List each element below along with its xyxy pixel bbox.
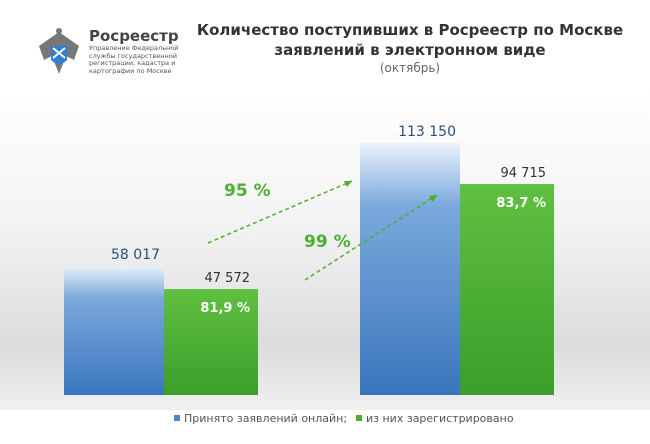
value-label: 113 150 — [398, 124, 456, 140]
legend-item-registered: из них зарегистрировано — [356, 412, 514, 425]
brand-name: Росреестр — [89, 27, 179, 45]
percent-label: 83,7 % — [496, 196, 546, 211]
percent-label: 81,9 % — [200, 301, 250, 316]
chart-title: Количество поступивших в Росреестр по Мо… — [196, 21, 624, 59]
bar-registered-1 — [460, 184, 554, 395]
value-label: 58 017 — [111, 247, 160, 263]
legend-swatch-blue — [174, 415, 180, 421]
growth-label-2: 99 % — [304, 232, 351, 252]
growth-arrow-2 — [304, 194, 438, 281]
legend-item-online: Принято заявлений онлайн; — [174, 412, 347, 425]
brand-subtitle: Управление Федеральной службы государств… — [89, 44, 179, 75]
growth-arrow-1 — [207, 180, 353, 244]
value-label: 94 715 — [501, 166, 547, 181]
legend-label: из них зарегистрировано — [366, 412, 514, 425]
bar-registered-0 — [164, 289, 258, 395]
value-label: 47 572 — [205, 271, 251, 286]
legend-swatch-green — [356, 415, 362, 421]
legend-label: Принято заявлений онлайн; — [184, 412, 348, 425]
bar-online-0 — [64, 265, 164, 395]
eagle-logo-icon — [39, 28, 79, 74]
chart-subtitle: (октябрь) — [379, 61, 441, 75]
growth-label-1: 95 % — [224, 181, 271, 201]
bar-online-1 — [360, 143, 460, 395]
